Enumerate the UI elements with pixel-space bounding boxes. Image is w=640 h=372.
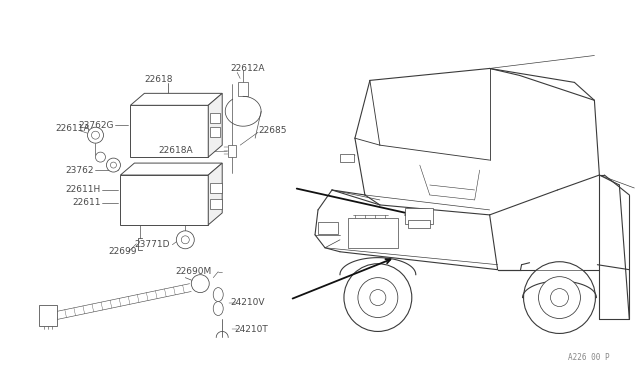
- Polygon shape: [120, 163, 222, 175]
- Bar: [405, 208, 433, 224]
- Text: 22685: 22685: [258, 126, 287, 135]
- Text: 24210T: 24210T: [234, 325, 268, 334]
- Circle shape: [95, 152, 106, 162]
- Circle shape: [181, 236, 189, 244]
- Text: 22611A: 22611A: [56, 124, 90, 133]
- Circle shape: [191, 275, 209, 293]
- Polygon shape: [208, 93, 222, 157]
- Ellipse shape: [213, 288, 223, 302]
- Bar: [38, 305, 56, 327]
- Text: 24210V: 24210V: [230, 298, 265, 307]
- Circle shape: [344, 264, 412, 331]
- Bar: [348, 218, 398, 248]
- Polygon shape: [131, 93, 222, 105]
- Circle shape: [106, 158, 120, 172]
- Text: 22611: 22611: [72, 198, 100, 208]
- Circle shape: [524, 262, 595, 333]
- Bar: [210, 199, 222, 209]
- Text: 22612A: 22612A: [230, 64, 265, 73]
- Text: 22618A: 22618A: [159, 145, 193, 155]
- Text: 22690M: 22690M: [175, 267, 212, 276]
- Bar: [210, 183, 222, 193]
- Bar: [238, 82, 248, 96]
- Ellipse shape: [213, 302, 223, 315]
- Bar: [228, 145, 236, 157]
- Text: A226 00 P: A226 00 P: [568, 353, 609, 362]
- Bar: [120, 175, 208, 225]
- Bar: [210, 113, 220, 123]
- Circle shape: [370, 290, 386, 305]
- Text: 22699: 22699: [108, 247, 137, 256]
- Bar: [131, 105, 208, 157]
- Polygon shape: [208, 163, 222, 225]
- Circle shape: [358, 278, 398, 318]
- Circle shape: [92, 131, 99, 139]
- Bar: [408, 220, 430, 228]
- Text: 22611H: 22611H: [65, 186, 100, 195]
- Bar: [210, 127, 220, 137]
- Text: 23762G: 23762G: [78, 121, 113, 130]
- Circle shape: [538, 277, 580, 318]
- Text: 23771D: 23771D: [135, 240, 170, 249]
- Circle shape: [111, 162, 116, 168]
- Circle shape: [88, 127, 104, 143]
- Bar: [340, 154, 354, 162]
- Bar: [318, 222, 338, 234]
- Text: 23762: 23762: [65, 166, 93, 174]
- Circle shape: [550, 289, 568, 307]
- Text: 22618: 22618: [144, 75, 173, 84]
- Circle shape: [176, 231, 195, 249]
